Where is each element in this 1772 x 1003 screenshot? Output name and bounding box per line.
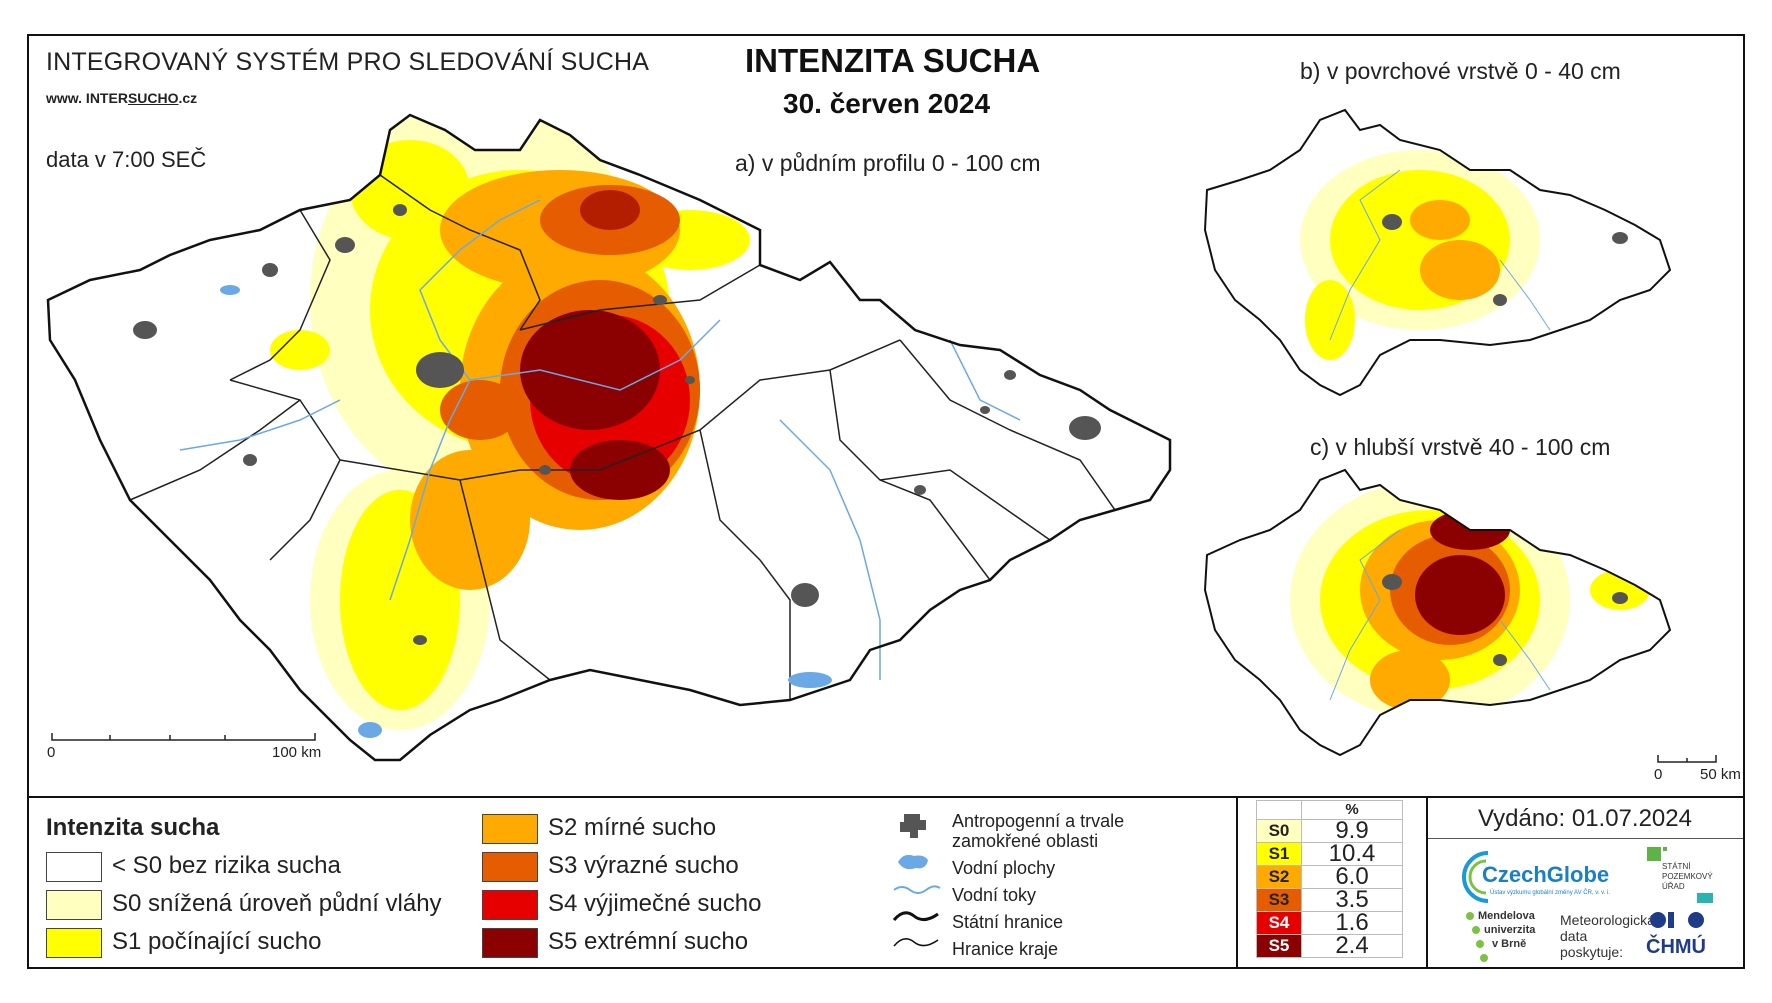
meteo-line2: data	[1560, 928, 1588, 944]
percent-code: S3	[1256, 888, 1302, 912]
czechglobe-name: CzechGlobe	[1482, 862, 1610, 887]
percent-value: 1.6	[1301, 911, 1403, 935]
symbols-legend-icons	[892, 814, 941, 947]
percent-header-blank	[1256, 800, 1302, 820]
legend-swatch-2	[46, 928, 102, 958]
czechglobe-logo	[1462, 851, 1489, 903]
percent-value: 3.5	[1301, 888, 1403, 912]
map-c	[1203, 468, 1672, 757]
map-c-label: c) v hlubší vrstvě 40 - 100 cm	[1310, 434, 1611, 460]
issued-divider	[1428, 838, 1743, 839]
map-a-label: a) v půdním profilu 0 - 100 cm	[735, 150, 1041, 176]
website-prefix: www. INTER	[46, 90, 128, 106]
legend-swatch-3	[482, 814, 538, 844]
legend-label-2: S1 počínající sucho	[112, 928, 322, 955]
percent-code: S0	[1256, 819, 1302, 843]
percent-code: S2	[1256, 865, 1302, 889]
region-border-label: Hranice kraje	[952, 939, 1059, 959]
percent-table: % S0 9.9 S1 10.4 S2 6.0 S3 3.5 S4 1.6 S5 2.4	[1256, 800, 1403, 958]
data-time: data v 7:00 SEČ	[46, 147, 207, 172]
legend-label-3: S2 mírné sucho	[548, 814, 717, 841]
percent-code: S4	[1256, 911, 1302, 935]
map-b	[1203, 108, 1672, 397]
map-date: 30. červen 2024	[783, 88, 991, 119]
website-suffix: .cz	[178, 90, 198, 106]
spu-line1: STÁTNÍ	[1662, 862, 1691, 871]
percent-row: S5 2.4	[1256, 934, 1403, 958]
water-stream-icon	[893, 885, 941, 894]
scale-bar-small	[1657, 755, 1717, 763]
legend-swatch-5	[482, 890, 538, 920]
legend-label-0: < S0 bez rizika sucha	[112, 852, 341, 879]
water-area-icon	[898, 854, 928, 870]
map-a	[46, 113, 1172, 762]
legend-title: Intenzita sucha	[46, 814, 220, 841]
system-title: INTEGROVANÝ SYSTÉM PRO SLEDOVÁNÍ SUCHA	[46, 48, 650, 76]
map-b-label: b) v povrchové vrstvě 0 - 40 cm	[1300, 58, 1621, 84]
legend-label-4: S3 výrazné sucho	[548, 852, 739, 879]
legend-label-5: S4 výjimečné sucho	[548, 890, 762, 917]
legend-swatch-6	[482, 928, 538, 958]
meteo-line1: Meteorologická	[1560, 912, 1655, 928]
legend-swatch-0	[46, 852, 102, 882]
legend-swatch-1	[46, 890, 102, 920]
main-title: INTENZITA SUCHA	[745, 42, 1041, 79]
scale-main-zero: 0	[47, 744, 56, 761]
scale-small-end: 50 km	[1700, 766, 1741, 783]
water-areas-label: Vodní plochy	[952, 858, 1056, 878]
legend-label-6: S5 extrémní sucho	[548, 928, 749, 955]
anthropogenic-label: Antropogenní a trvale zamokřené oblasti	[952, 811, 1125, 851]
percent-row: S1 10.4	[1256, 842, 1403, 866]
spu-line3: ÚŘAD	[1662, 882, 1685, 891]
meteo-line3: poskytuje:	[1560, 944, 1624, 960]
percent-code: S5	[1256, 934, 1302, 958]
region-border-icon	[893, 938, 939, 947]
main-drought-map	[46, 108, 1717, 763]
scale-main-end: 100 km	[272, 744, 322, 761]
percent-row: S4 1.6	[1256, 911, 1403, 935]
czechglobe-sub: Ústav výzkumu globální změny AV ČR, v. v…	[1490, 890, 1611, 896]
spu-line2: POZEMKOVÝ	[1662, 872, 1713, 881]
anthropogenic-icon	[900, 814, 926, 838]
website-mid: SUCHO	[127, 90, 179, 106]
percent-value: 2.4	[1301, 934, 1403, 958]
chmu-name: ČHMÚ	[1646, 936, 1706, 958]
issued-date: Vydáno: 01.07.2024	[1478, 805, 1692, 832]
state-border-icon	[892, 911, 939, 921]
mendel-line3: v Brně	[1492, 938, 1527, 950]
water-streams-label: Vodní toky	[952, 885, 1037, 905]
scale-bar-main	[51, 733, 316, 741]
website-link[interactable]: www. INTERSUCHO.cz	[46, 90, 197, 106]
percent-table-header: %	[1256, 800, 1403, 820]
state-border-label: Státní hranice	[952, 912, 1064, 932]
legend-divider-v2	[1426, 796, 1428, 969]
percent-value: 9.9	[1301, 819, 1403, 843]
mendel-line2: univerzita	[1484, 924, 1536, 936]
legend-divider	[27, 796, 1745, 798]
chmu-logo-mark	[1650, 912, 1704, 928]
legend-divider-v1	[1236, 796, 1238, 969]
scale-small-zero: 0	[1654, 766, 1663, 783]
percent-row: S3 3.5	[1256, 888, 1403, 912]
spu-logo	[1647, 847, 1713, 903]
percent-code: S1	[1256, 842, 1302, 866]
legend-swatch-4	[482, 852, 538, 882]
legend-label-1: S0 snížená úroveň půdní vláhy	[112, 890, 442, 917]
percent-row: S0 9.9	[1256, 819, 1403, 843]
percent-row: S2 6.0	[1256, 865, 1403, 889]
mendel-logo	[1466, 912, 1488, 962]
mendel-line1: Mendelova	[1478, 910, 1535, 922]
